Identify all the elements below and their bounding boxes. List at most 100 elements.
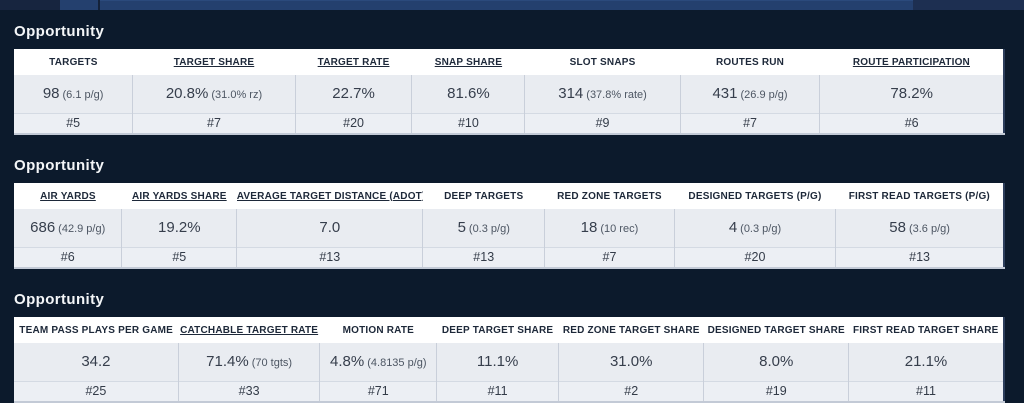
header-red-zone-targets: RED ZONE TARGETS <box>557 190 662 202</box>
rank-first-read-targets: #13 <box>835 246 1004 268</box>
stat-value: 314 <box>558 84 584 102</box>
header-target-share[interactable]: TARGET SHARE <box>173 56 255 68</box>
header-targets: TARGETS <box>49 56 98 68</box>
header-route-participation[interactable]: ROUTE PARTICIPATION <box>852 56 970 68</box>
rank-motion-rate: #71 <box>319 380 437 402</box>
header-cell: TARGET RATE <box>295 49 412 75</box>
stat-value: 19.2% <box>158 218 201 236</box>
header-deep-target-share: DEEP TARGET SHARE <box>441 324 554 336</box>
header-cell: RED ZONE TARGET SHARE <box>558 317 704 343</box>
stat-note: (42.9 p/g) <box>58 222 106 235</box>
header-cell: ROUTE PARTICIPATION <box>819 49 1004 75</box>
header-cell: FIRST READ TARGET SHARE <box>848 317 1004 343</box>
header-cell: TARGET SHARE <box>132 49 296 75</box>
header-cell: DESIGNED TARGETS (P/G) <box>674 183 836 209</box>
rank-designed-targets: #20 <box>673 246 836 268</box>
rank-first-read-target-share: #11 <box>848 380 1004 402</box>
stat-note: (10 rec) <box>600 222 639 235</box>
opportunity-table-3: TEAM PASS PLAYS PER GAME CATCHABLE TARGE… <box>14 317 1005 403</box>
topbar-segment-dark-right <box>913 0 1024 10</box>
header-catchable-target-rate[interactable]: CATCHABLE TARGET RATE <box>180 324 319 336</box>
stat-value: 8.0% <box>759 352 794 370</box>
header-air-yards[interactable]: AIR YARDS <box>40 190 96 202</box>
value-slot-snaps: 314 (37.8% rate) <box>524 75 681 113</box>
stat-note: (37.8% rate) <box>586 88 647 101</box>
stat-note: (0.3 p/g) <box>468 222 510 235</box>
stat-value: 22.7% <box>332 84 375 102</box>
header-cell: RED ZONE TARGETS <box>544 183 675 209</box>
stat-value: 7.0 <box>319 218 341 236</box>
header-cell: ROUTES RUN <box>680 49 820 75</box>
header-motion-rate: MOTION RATE <box>342 324 415 336</box>
header-air-yards-share[interactable]: AIR YARDS SHARE <box>131 190 227 202</box>
header-cell: AIR YARDS <box>14 183 122 209</box>
header-slot-snaps: SLOT SNAPS <box>569 56 636 68</box>
stat-value: 431 <box>712 84 738 102</box>
stat-value: 31.0% <box>609 352 653 370</box>
value-catchable-target-rate: 71.4% (70 tgts) <box>177 343 320 381</box>
stat-note: (0.3 p/g) <box>740 222 782 235</box>
header-cell: TARGETS <box>14 49 133 75</box>
value-targets: 98 (6.1 p/g) <box>14 75 133 113</box>
stat-note: (70 tgts) <box>251 356 293 369</box>
header-designed-target-share: DESIGNED TARGET SHARE <box>707 324 845 336</box>
topbar-segment-dark-left <box>0 0 60 10</box>
header-cell: AIR YARDS SHARE <box>121 183 237 209</box>
section-title: Opportunity <box>14 23 105 40</box>
topbar-divider <box>98 0 100 10</box>
header-snap-share[interactable]: SNAP SHARE <box>434 56 503 68</box>
header-cell: SNAP SHARE <box>411 49 525 75</box>
stat-value: 34.2 <box>81 352 111 370</box>
rank-air-yards: #6 <box>14 246 122 268</box>
header-red-zone-target-share: RED ZONE TARGET SHARE <box>562 324 700 336</box>
rank-red-zone-target-share: #2 <box>557 380 704 402</box>
value-snap-share: 81.6% <box>411 75 525 113</box>
stat-value: 4.8% <box>330 352 365 370</box>
header-adot[interactable]: AVERAGE TARGET DISTANCE (ADOT) <box>236 190 423 202</box>
opportunity-section-3: Opportunity TEAM PASS PLAYS PER GAME CAT… <box>14 291 1005 403</box>
stat-value: 81.6% <box>447 84 490 102</box>
stat-value: 21.1% <box>904 352 948 370</box>
opportunity-table-2: AIR YARDS AIR YARDS SHARE AVERAGE TARGET… <box>14 183 1005 269</box>
value-row: 34.2 71.4% (70 tgts) 4.8% (4.8135 p/g) 11.… <box>14 343 1004 381</box>
header-first-read-targets: FIRST READ TARGETS (P/G) <box>848 190 990 202</box>
value-deep-target-share: 11.1% <box>436 343 559 381</box>
value-target-share: 20.8% (31.0% rz) <box>132 75 296 113</box>
stat-value: 78.2% <box>890 84 933 102</box>
header-cell: FIRST READ TARGETS (P/G) <box>835 183 1004 209</box>
stat-note: (31.0% rz) <box>211 88 263 101</box>
value-first-read-targets: 58 (3.6 p/g) <box>835 209 1004 247</box>
stat-value: 4 <box>728 218 738 236</box>
stat-value: 18 <box>580 218 598 236</box>
stat-note: (4.8135 p/g) <box>367 356 427 369</box>
rank-target-share: #7 <box>132 112 296 134</box>
stat-value: 686 <box>30 218 56 236</box>
value-route-participation: 78.2% <box>819 75 1004 113</box>
rank-targets: #5 <box>14 112 133 134</box>
stat-value: 5 <box>457 218 466 236</box>
rank-routes-run: #7 <box>679 112 820 134</box>
rank-team-pass-plays: #25 <box>14 380 179 402</box>
value-motion-rate: 4.8% (4.8135 p/g) <box>319 343 437 381</box>
value-designed-targets: 4 (0.3 p/g) <box>673 209 836 247</box>
header-target-rate[interactable]: TARGET RATE <box>317 56 390 68</box>
value-deep-targets: 5 (0.3 p/g) <box>422 209 545 247</box>
opportunity-table-1: TARGETS TARGET SHARE TARGET RATE SNAP SH… <box>14 49 1005 135</box>
header-row: AIR YARDS AIR YARDS SHARE AVERAGE TARGET… <box>14 183 1004 209</box>
rank-row: #25 #33 #71 #11 #2 #19 #11 <box>14 380 1004 402</box>
header-first-read-target-share: FIRST READ TARGET SHARE <box>852 324 999 336</box>
header-cell: TEAM PASS PLAYS PER GAME <box>14 317 179 343</box>
stat-value: 98 <box>42 84 60 102</box>
opportunity-section-1: Opportunity TARGETS TARGET SHARE TARGET … <box>14 23 1005 135</box>
value-team-pass-plays: 34.2 <box>14 343 179 381</box>
rank-slot-snaps: #9 <box>524 112 681 134</box>
header-deep-targets: DEEP TARGETS <box>444 190 524 202</box>
topbar-segment-blue-small <box>60 0 98 10</box>
rank-air-yards-share: #5 <box>121 246 237 268</box>
header-row: TEAM PASS PLAYS PER GAME CATCHABLE TARGE… <box>14 317 1004 343</box>
rank-deep-target-share: #11 <box>436 380 559 402</box>
stat-value: 71.4% <box>206 352 249 370</box>
stat-note: (26.9 p/g) <box>740 88 788 101</box>
value-air-yards-share: 19.2% <box>121 209 237 247</box>
header-cell: DEEP TARGETS <box>422 183 545 209</box>
